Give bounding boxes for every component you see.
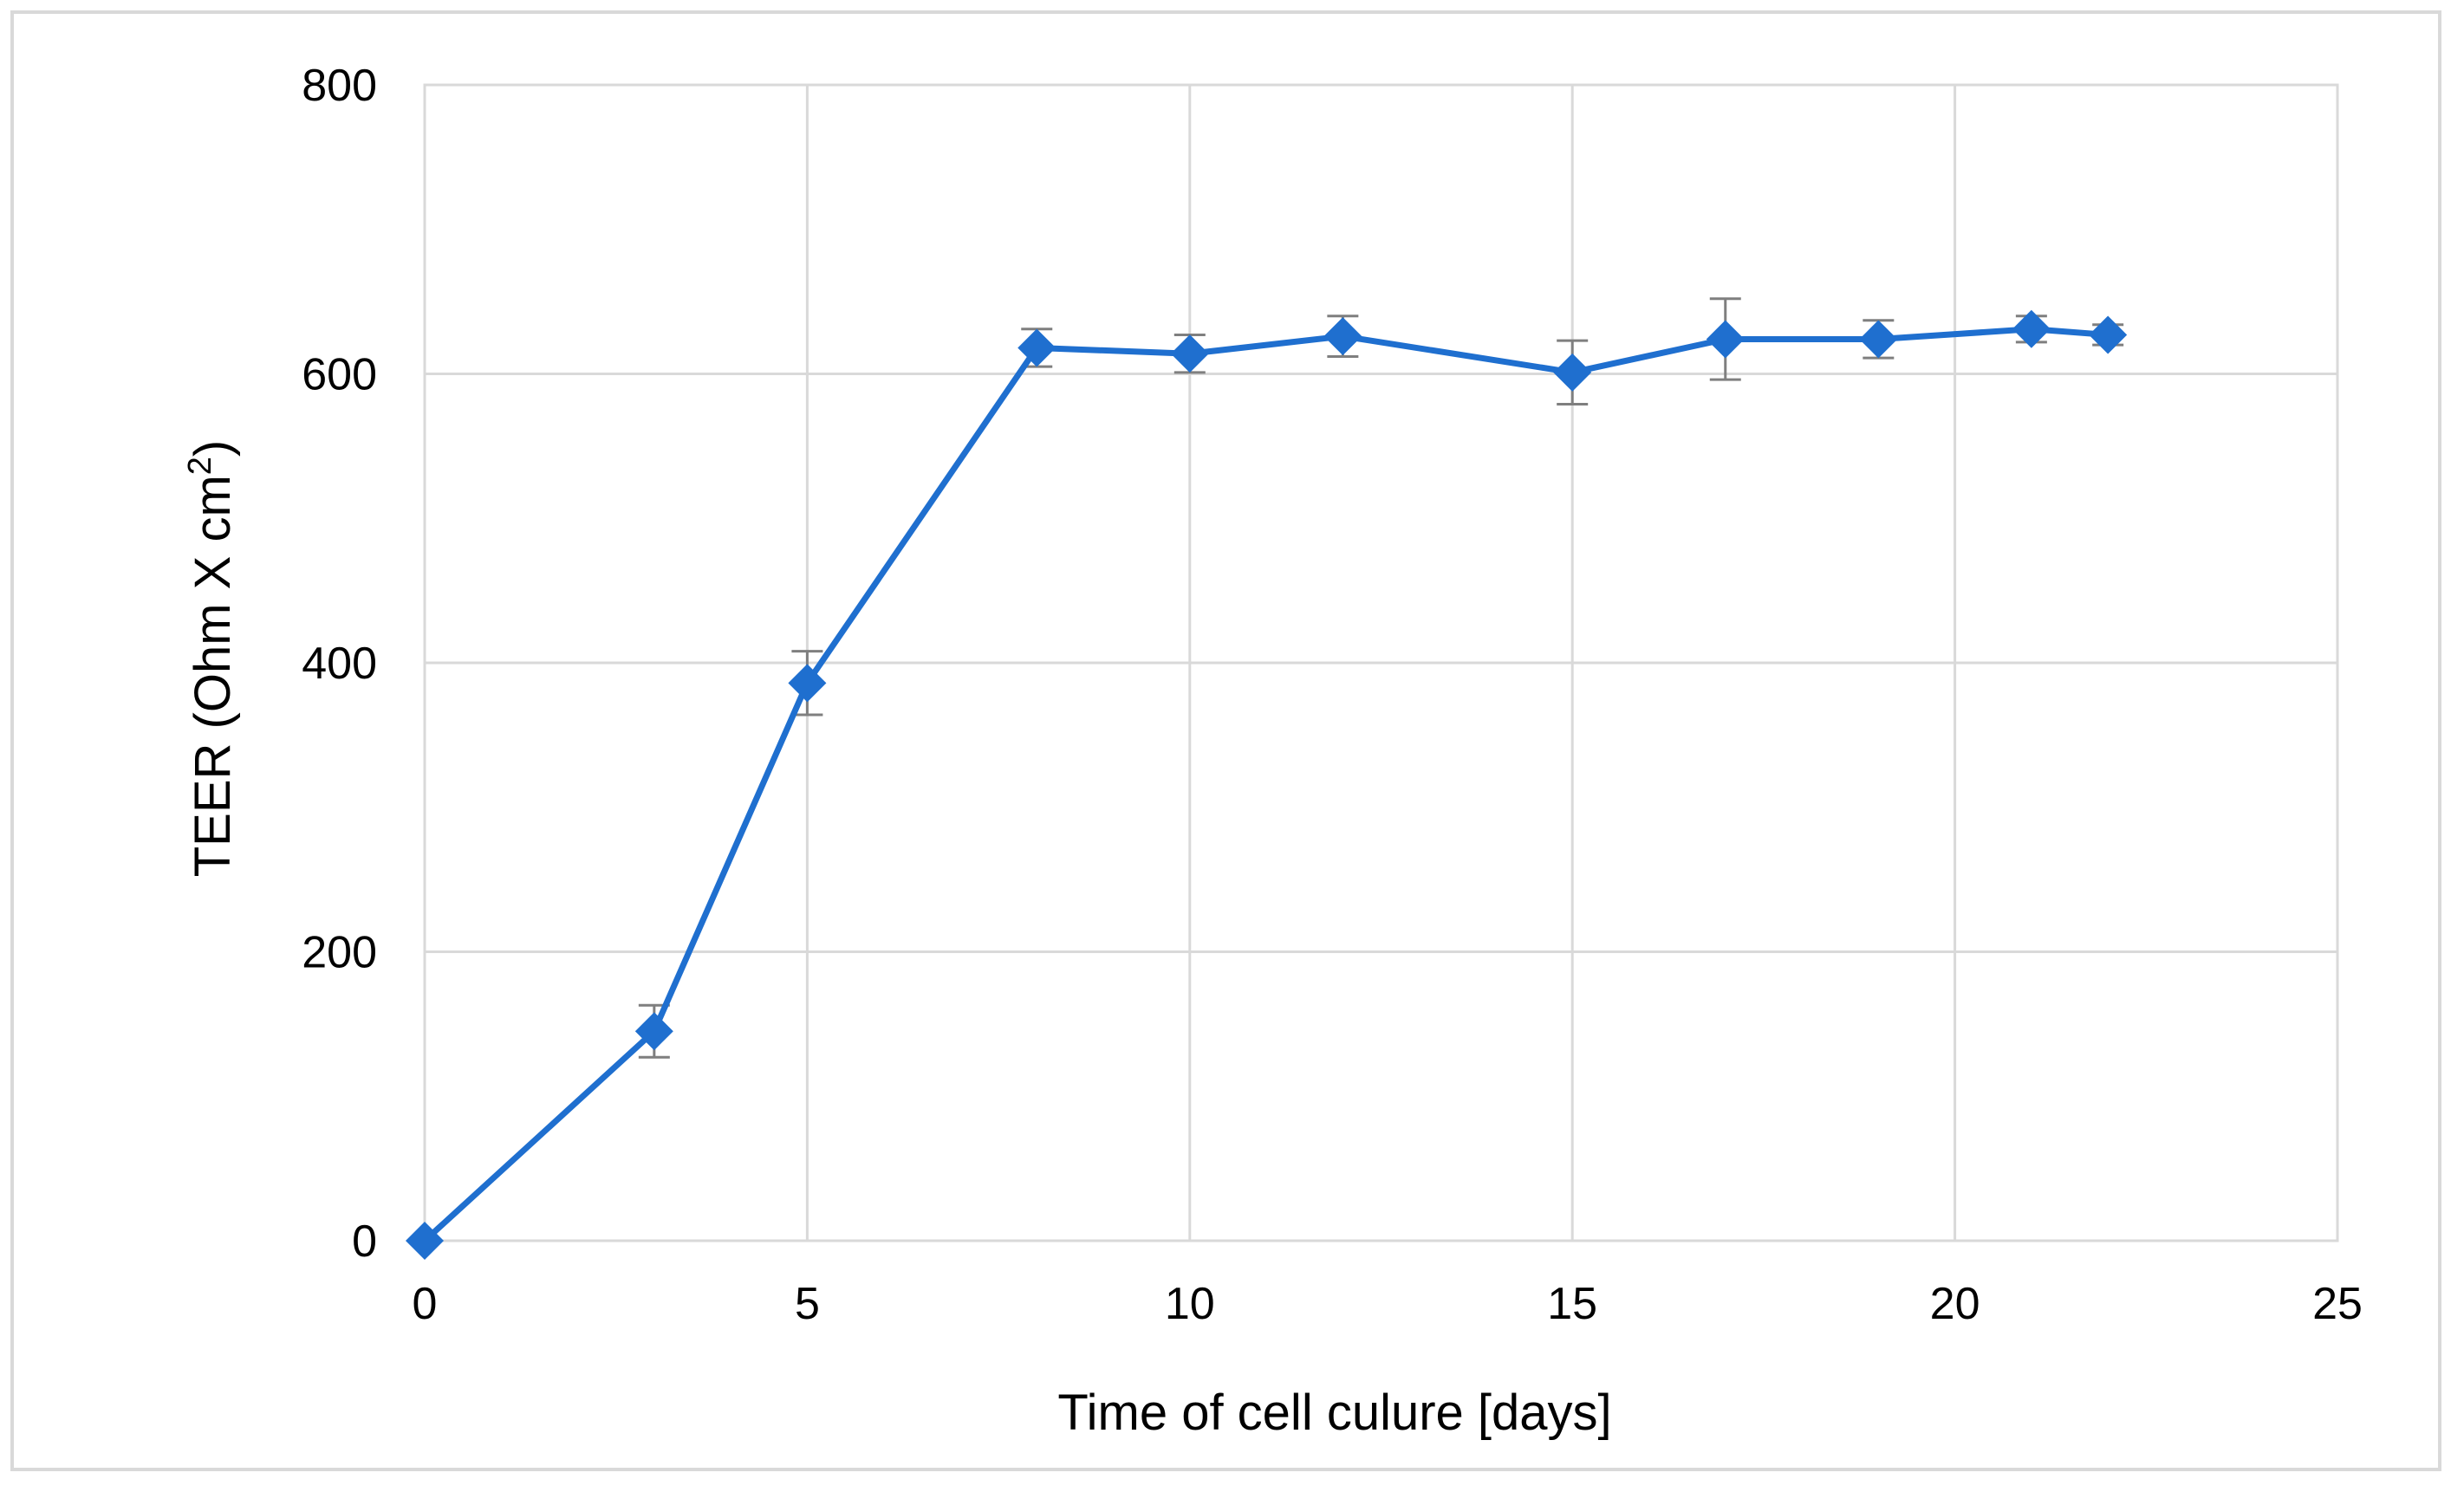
x-tick-label: 0 [413, 1279, 438, 1329]
y-axis-label-superscript: 2 [182, 457, 218, 475]
data-point [1170, 334, 1209, 373]
y-tick-label: 600 [302, 350, 377, 400]
y-tick-label: 400 [302, 639, 377, 689]
gridlines [423, 83, 2339, 1242]
y-tick-label: 0 [352, 1216, 377, 1267]
error-bars [638, 297, 2124, 1059]
data-markers [406, 309, 2128, 1260]
x-tick-label: 10 [1165, 1279, 1215, 1329]
x-tick-label: 5 [795, 1279, 820, 1329]
data-point [788, 664, 827, 703]
plot-area [423, 83, 2339, 1242]
chart-frame [10, 10, 2441, 1471]
data-point [1706, 320, 1745, 359]
data-point [1017, 328, 1056, 367]
y-tick-label: 800 [302, 61, 377, 111]
x-axis-label: Time of cell culure [days] [1057, 1385, 1611, 1441]
y-tick-label: 200 [302, 928, 377, 978]
y-axis-ticks: 0 200 400 600 800 [302, 61, 377, 1267]
data-point [1859, 320, 1898, 359]
y-axis-label: TEER (Ohm X cm2) [182, 440, 241, 878]
series-line [422, 326, 2109, 1243]
x-tick-label: 25 [2312, 1279, 2363, 1329]
y-axis-label-end: ) [185, 440, 241, 457]
data-point [2089, 315, 2128, 354]
data-point [1553, 353, 1592, 392]
x-tick-label: 15 [1547, 1279, 1597, 1329]
data-point [406, 1222, 444, 1260]
x-axis-ticks: 0 5 10 15 20 25 [413, 1279, 2363, 1329]
x-tick-label: 20 [1930, 1279, 1980, 1329]
data-point [2012, 309, 2051, 348]
y-axis-label-main: TEER (Ohm X cm [185, 475, 241, 877]
data-point [1323, 317, 1362, 356]
data-point [634, 1012, 673, 1051]
plot-border [423, 83, 2339, 1242]
